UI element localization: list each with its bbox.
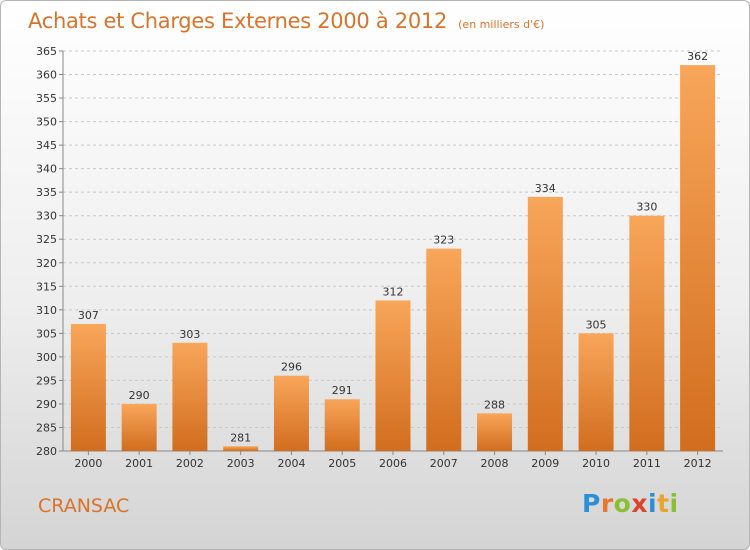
x-tick-label: 2004 <box>277 457 305 470</box>
bar <box>375 300 411 451</box>
data-label: 290 <box>129 389 150 402</box>
bar <box>172 342 208 451</box>
bar <box>477 413 513 451</box>
bar <box>324 399 360 451</box>
logo-letter: i <box>669 489 679 518</box>
y-tick-label: 350 <box>36 116 57 129</box>
data-label: 323 <box>433 234 454 247</box>
logo-letter: t <box>657 489 670 518</box>
y-tick-label: 285 <box>36 421 57 434</box>
data-label: 305 <box>586 318 607 331</box>
chart-subtitle: (en milliers d'€) <box>458 18 545 31</box>
labels: 280 285 290 295 300 305 310 315 320 325 330 335 340 3… <box>36 45 712 470</box>
bar <box>121 403 157 451</box>
data-label: 296 <box>281 361 302 374</box>
y-tick-label: 305 <box>36 327 57 340</box>
y-tick-label: 360 <box>36 69 57 82</box>
y-tick-label: 340 <box>36 163 57 176</box>
data-label: 303 <box>179 328 200 341</box>
bar <box>223 446 259 451</box>
x-tick-label: 2005 <box>328 457 356 470</box>
y-tick-label: 335 <box>36 186 57 199</box>
x-tick-label: 2003 <box>227 457 255 470</box>
x-tick-label: 2000 <box>74 457 102 470</box>
commune-name: CRANSAC <box>38 495 130 517</box>
bar <box>273 375 309 451</box>
y-tick-label: 295 <box>36 374 57 387</box>
bar <box>680 65 716 451</box>
y-tick-label: 330 <box>36 210 57 223</box>
y-tick-label: 310 <box>36 304 57 317</box>
data-label: 307 <box>78 309 99 322</box>
bar <box>578 333 614 451</box>
x-tick-label: 2010 <box>582 457 610 470</box>
bar <box>70 323 106 451</box>
y-tick-label: 280 <box>36 445 57 458</box>
x-tick-label: 2012 <box>684 457 712 470</box>
title-row: Achats et Charges Externes 2000 à 2012 (… <box>28 9 544 33</box>
data-label: 312 <box>383 285 404 298</box>
x-tick-label: 2006 <box>379 457 407 470</box>
proxiti-logo[interactable]: Proxiti <box>582 489 679 518</box>
data-label: 288 <box>484 398 505 411</box>
x-tick-label: 2011 <box>633 457 661 470</box>
bar <box>527 196 563 451</box>
logo-letter: i <box>648 489 658 518</box>
y-tick-label: 320 <box>36 257 57 270</box>
x-tick-label: 2002 <box>176 457 204 470</box>
data-label: 281 <box>230 431 251 444</box>
data-label: 334 <box>535 182 556 195</box>
bars <box>70 65 716 451</box>
y-tick-label: 365 <box>36 45 57 58</box>
logo-letter: o <box>613 489 632 518</box>
bar <box>629 215 665 451</box>
logo-letter: r <box>600 489 614 518</box>
y-tick-label: 290 <box>36 398 57 411</box>
logo-letter: x <box>631 489 648 518</box>
x-tick-label: 2008 <box>481 457 509 470</box>
bar <box>426 248 462 451</box>
y-tick-label: 300 <box>36 351 57 364</box>
chart-title: Achats et Charges Externes 2000 à 2012 <box>28 9 448 33</box>
data-label: 330 <box>636 201 657 214</box>
y-tick-label: 325 <box>36 233 57 246</box>
y-tick-label: 355 <box>36 92 57 105</box>
logo-letter: P <box>582 489 601 518</box>
x-tick-label: 2001 <box>125 457 153 470</box>
y-tick-label: 315 <box>36 280 57 293</box>
data-label: 291 <box>332 384 353 397</box>
x-tick-label: 2007 <box>430 457 458 470</box>
y-tick-label: 345 <box>36 139 57 152</box>
data-label: 362 <box>687 50 708 63</box>
x-tick-label: 2009 <box>531 457 559 470</box>
